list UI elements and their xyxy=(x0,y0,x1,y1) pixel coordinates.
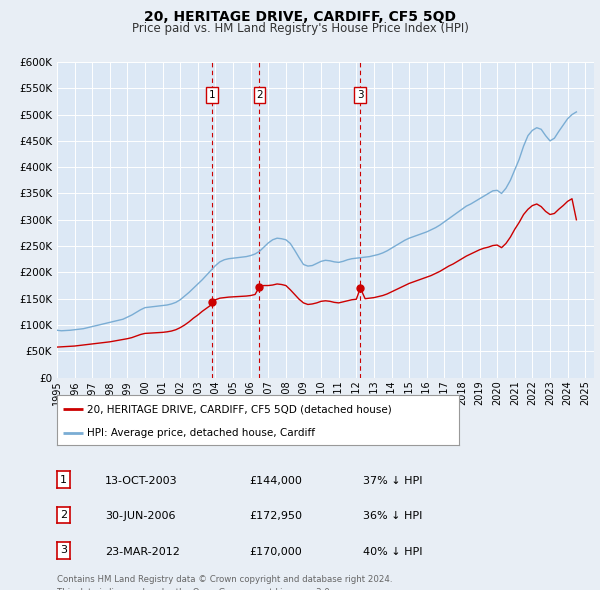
Text: 3: 3 xyxy=(357,90,364,100)
Text: Contains HM Land Registry data © Crown copyright and database right 2024.
This d: Contains HM Land Registry data © Crown c… xyxy=(57,575,392,590)
Text: 30-JUN-2006: 30-JUN-2006 xyxy=(105,512,176,521)
Text: Price paid vs. HM Land Registry's House Price Index (HPI): Price paid vs. HM Land Registry's House … xyxy=(131,22,469,35)
Text: 1: 1 xyxy=(60,475,67,484)
Text: 2: 2 xyxy=(60,510,67,520)
Text: £170,000: £170,000 xyxy=(249,547,302,556)
Text: 3: 3 xyxy=(60,546,67,555)
Text: 1: 1 xyxy=(208,90,215,100)
Text: HPI: Average price, detached house, Cardiff: HPI: Average price, detached house, Card… xyxy=(87,428,315,438)
Text: 40% ↓ HPI: 40% ↓ HPI xyxy=(363,547,422,556)
Text: 36% ↓ HPI: 36% ↓ HPI xyxy=(363,512,422,521)
Text: 2: 2 xyxy=(256,90,263,100)
Text: £144,000: £144,000 xyxy=(249,476,302,486)
Text: 13-OCT-2003: 13-OCT-2003 xyxy=(105,476,178,486)
Text: 37% ↓ HPI: 37% ↓ HPI xyxy=(363,476,422,486)
Text: 20, HERITAGE DRIVE, CARDIFF, CF5 5QD: 20, HERITAGE DRIVE, CARDIFF, CF5 5QD xyxy=(144,9,456,24)
Text: 20, HERITAGE DRIVE, CARDIFF, CF5 5QD (detached house): 20, HERITAGE DRIVE, CARDIFF, CF5 5QD (de… xyxy=(87,404,392,414)
Text: £172,950: £172,950 xyxy=(249,512,302,521)
Text: 23-MAR-2012: 23-MAR-2012 xyxy=(105,547,180,556)
